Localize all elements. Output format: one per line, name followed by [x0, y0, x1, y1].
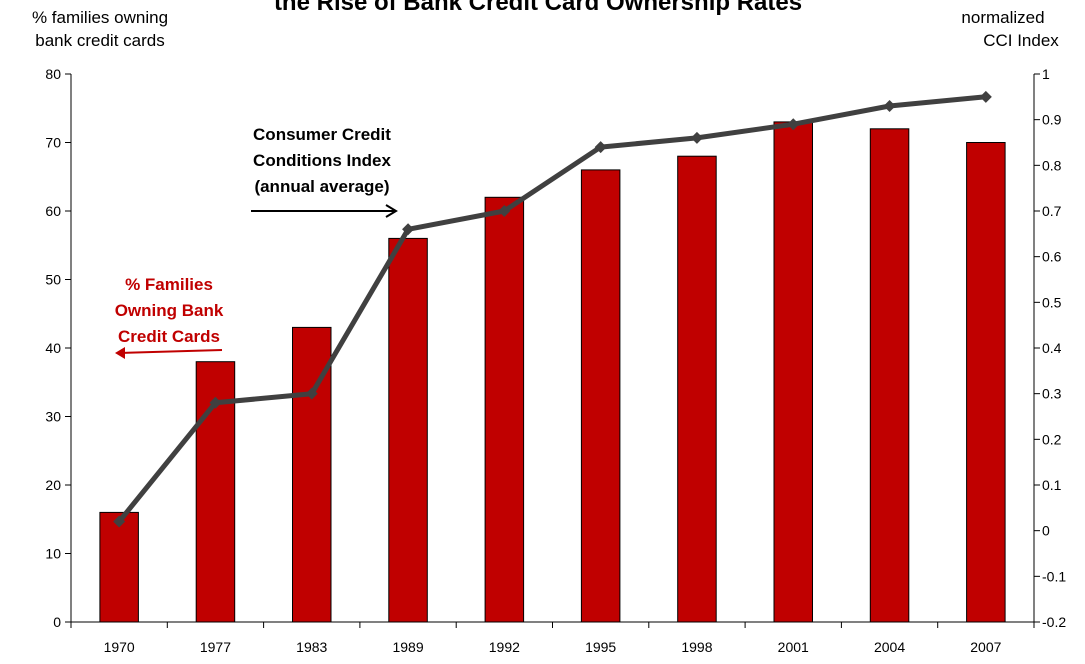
right-tick-label: 0.7 [1042, 203, 1062, 219]
left-axis-label-line-2: bank credit cards [35, 31, 164, 50]
left-tick-label: 80 [45, 66, 61, 82]
x-tick-label: 1970 [104, 639, 135, 655]
cci-point [209, 396, 222, 409]
cci-line-series [113, 90, 992, 528]
left-tick-label: 0 [53, 614, 61, 630]
right-tick-label: 0 [1042, 523, 1050, 539]
right-tick-label: 0.8 [1042, 157, 1062, 173]
annotation-families-arrow-shaft [117, 349, 223, 354]
bar [388, 237, 428, 623]
cci-point [883, 99, 896, 112]
right-tick-label: 0.4 [1042, 340, 1062, 356]
annotation-families-line-1: % Families [125, 275, 213, 294]
x-tick-label: 1983 [296, 639, 327, 655]
cci-point [305, 387, 318, 400]
cci-point [979, 90, 992, 103]
annotation-families-line-2: Owning Bank [115, 301, 224, 320]
annotation-families: % Families Owning Bank Credit Cards [115, 275, 224, 359]
left-tick-label: 10 [45, 546, 61, 562]
left-tick-label: 20 [45, 477, 61, 493]
cci-point [594, 141, 607, 154]
annotation-families-arrow-head-icon [115, 347, 125, 359]
cci-point [690, 131, 703, 144]
annotation-cci-line-3: (annual average) [254, 177, 389, 196]
left-tick-label: 30 [45, 409, 61, 425]
cci-line [117, 94, 987, 524]
x-tick-label: 2001 [778, 639, 809, 655]
bar [580, 169, 621, 623]
x-tick-label: 1977 [200, 639, 231, 655]
cci-point [498, 205, 511, 217]
right-tick-label: 0.2 [1042, 431, 1062, 447]
left-tick-label: 60 [45, 203, 61, 219]
left-tick-label: 40 [45, 340, 61, 356]
x-tick-label: 1992 [489, 639, 520, 655]
right-tick-label: 0.5 [1042, 294, 1062, 310]
left-tick-label: 50 [45, 272, 61, 288]
cci-point [402, 223, 415, 236]
x-tick-label: 2007 [970, 639, 1001, 655]
right-tick-label: 0.3 [1042, 386, 1062, 402]
bar [773, 121, 813, 623]
x-tick-label: 2004 [874, 639, 905, 655]
right-axis-label-line-1: normalized [961, 8, 1044, 27]
right-tick-label: 0.6 [1042, 249, 1062, 265]
bar-series [99, 121, 1006, 623]
annotation-families-line-3: Credit Cards [118, 327, 220, 346]
right-axis-label-line-2: CCI Index [983, 31, 1059, 50]
x-tick-label: 1995 [585, 639, 616, 655]
bar [484, 196, 525, 623]
right-tick-label: 1 [1042, 66, 1050, 82]
x-tick-label: 1989 [392, 639, 423, 655]
annotation-cci-arrow-head-icon [385, 204, 398, 218]
x-tick-label: 1998 [681, 639, 712, 655]
bar [966, 142, 1006, 623]
chart-title: the Rise of Bank Credit Card Ownership R… [274, 0, 802, 16]
bar [869, 128, 910, 623]
bar [677, 155, 717, 623]
left-axis-label-line-1: % families owning [32, 8, 168, 27]
bar [99, 511, 139, 623]
right-tick-label: -0.2 [1042, 614, 1066, 630]
left-tick-label: 70 [45, 135, 61, 151]
annotation-cci-line-1: Consumer Credit [253, 125, 391, 144]
annotation-cci-line-2: Conditions Index [253, 151, 391, 170]
annotation-cci: Consumer Credit Conditions Index (annual… [251, 125, 398, 218]
right-tick-label: 0.1 [1042, 477, 1062, 493]
right-tick-label: -0.1 [1042, 568, 1066, 584]
cci-point [787, 118, 800, 131]
axes: 0 10 20 30 40 50 60 70 80 -0.2 -0.1 0 0.1 0.2 0.3 0.4 0.… [45, 66, 1066, 655]
right-tick-label: 0.9 [1042, 112, 1062, 128]
cci-point [113, 515, 126, 528]
